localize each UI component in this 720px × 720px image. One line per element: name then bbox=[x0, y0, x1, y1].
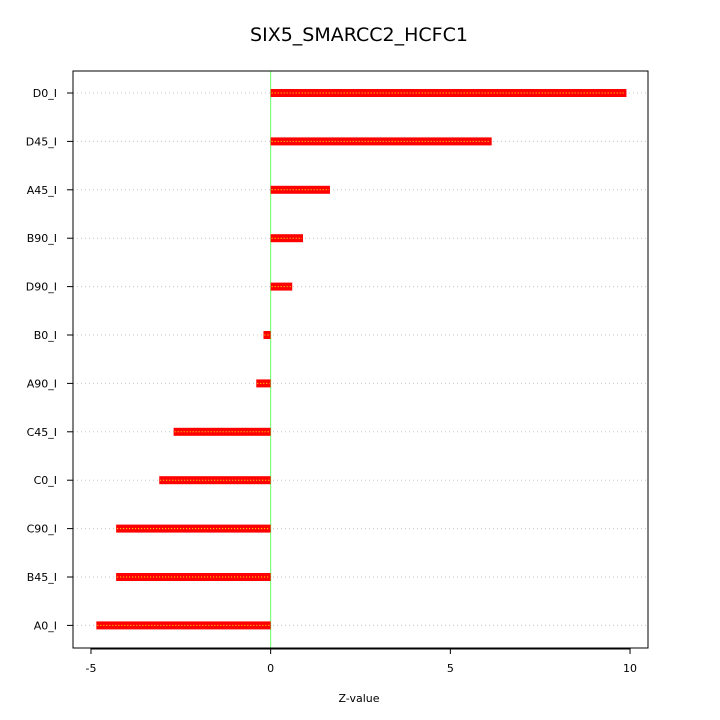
bars bbox=[96, 89, 627, 630]
bar-D45_I bbox=[270, 137, 492, 146]
y-tick-label: D90_I bbox=[26, 281, 57, 294]
x-tick-label: -5 bbox=[85, 662, 96, 675]
y-tick-label: C45_I bbox=[27, 426, 57, 439]
y-axis: D0_I D45_I A45_I B90_I D90_I B0_I A90_I C45_I C0… bbox=[26, 87, 73, 632]
bar-B0_I bbox=[263, 331, 271, 339]
x-tick-label: 0 bbox=[267, 662, 274, 675]
plot-frame bbox=[72, 70, 649, 649]
x-tick-label: 10 bbox=[623, 662, 637, 675]
y-tick-label: B90_I bbox=[27, 232, 57, 245]
y-tick-label: D0_I bbox=[33, 87, 57, 100]
y-tick-label: A0_I bbox=[34, 619, 57, 632]
y-tick-label: B45_I bbox=[27, 571, 57, 584]
x-tick-label: 5 bbox=[447, 662, 454, 675]
y-tick-label: A90_I bbox=[27, 377, 57, 390]
y-tick-label: C90_I bbox=[27, 523, 57, 536]
bar-B45_I bbox=[116, 573, 271, 581]
bar-C45_I bbox=[173, 427, 271, 436]
y-tick-label: C0_I bbox=[34, 474, 57, 487]
bar-D0_I bbox=[270, 89, 627, 97]
bar-A45_I bbox=[270, 185, 330, 194]
bar-A0_I bbox=[96, 621, 271, 630]
y-tick-label: D45_I bbox=[26, 135, 57, 148]
y-tick-label: B0_I bbox=[34, 329, 57, 342]
chart-title: SIX5_SMARCC2_HCFC1 bbox=[250, 24, 468, 46]
grid bbox=[73, 92, 648, 626]
bar-C90_I bbox=[116, 524, 271, 533]
x-axis-label: Z-value bbox=[338, 692, 379, 705]
y-tick-label: A45_I bbox=[27, 184, 57, 197]
x-axis: -5 0 5 10 bbox=[85, 648, 637, 675]
